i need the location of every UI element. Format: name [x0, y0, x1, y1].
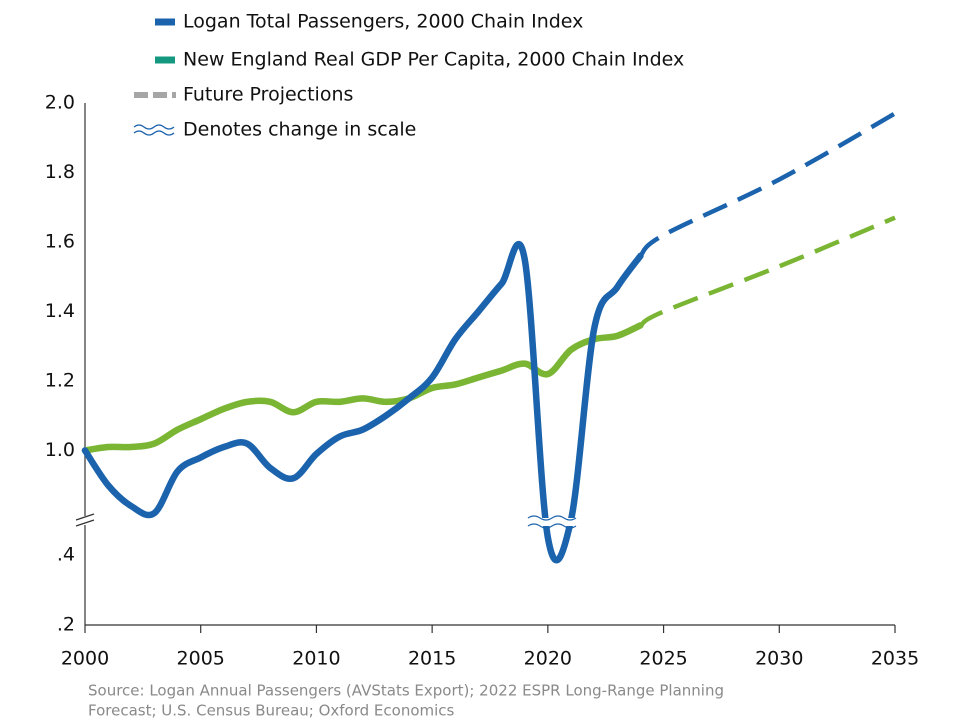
- series-line: [81, 240, 644, 564]
- y-tick-label: 1.8: [45, 161, 75, 183]
- y-tick-label: .4: [57, 544, 75, 566]
- line-break: [527, 515, 578, 529]
- y-tick-label: 1.0: [45, 439, 75, 461]
- y-tick-label: .2: [57, 614, 75, 636]
- projection-line: [639, 215, 896, 328]
- line-break-mark: [527, 515, 577, 529]
- projection-line: [638, 111, 897, 258]
- axis-break: [75, 513, 95, 527]
- axis-break-gap: [75, 516, 95, 525]
- x-tick-label: 2030: [755, 648, 803, 670]
- source-note: Source: Logan Annual Passengers (AVStats…: [88, 682, 724, 700]
- y-tick-label: 2.0: [45, 92, 75, 114]
- axis-break-mark: [75, 519, 95, 527]
- y-tick-label: 1.4: [45, 300, 75, 322]
- legend-label: Denotes change in scale: [183, 119, 416, 141]
- legend-label: Logan Total Passengers, 2000 Chain Index: [183, 11, 583, 33]
- axis-break-mark: [75, 513, 95, 521]
- legend-label: New England Real GDP Per Capita, 2000 Ch…: [183, 49, 684, 71]
- x-tick-label: 2015: [408, 648, 456, 670]
- plot-area: [81, 111, 897, 564]
- x-tick-label: 2025: [639, 648, 687, 670]
- legend-label: Future Projections: [183, 84, 353, 106]
- legend-swatch: [133, 124, 175, 136]
- x-tick-label: 2010: [292, 648, 340, 670]
- y-tick-label: 1.6: [45, 231, 75, 253]
- legend: Logan Total Passengers, 2000 Chain Index…: [133, 11, 684, 141]
- x-tick-label: 2000: [61, 648, 109, 670]
- source-note: Forecast; U.S. Census Bureau; Oxford Eco…: [88, 702, 455, 720]
- y-tick-label: 1.2: [45, 370, 75, 392]
- x-tick-label: 2035: [871, 648, 919, 670]
- line-break-gap: [528, 518, 578, 526]
- x-tick-label: 2005: [177, 648, 225, 670]
- series-line: [81, 322, 644, 454]
- x-tick-label: 2020: [524, 648, 572, 670]
